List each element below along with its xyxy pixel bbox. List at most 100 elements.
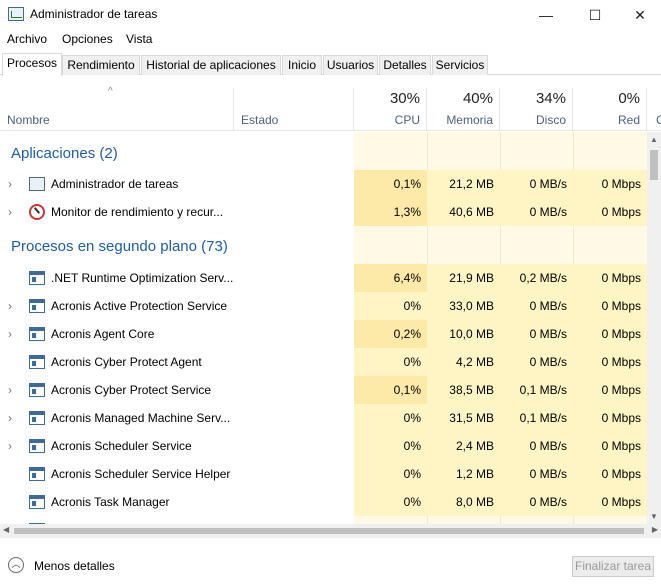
end-task-button[interactable]: Finalizar tarea (572, 556, 654, 577)
column-disco[interactable]: 34% Disco (500, 88, 573, 131)
cpu-cell: 0% (354, 404, 427, 432)
memory-total: 40% (462, 90, 493, 107)
table-row-partial[interactable] (0, 516, 647, 524)
maximize-button[interactable]: ☐ (588, 7, 602, 23)
tab-rendimiento[interactable]: Rendimiento (62, 55, 140, 75)
cpu-cell: 0,1% (354, 170, 427, 198)
column-next-partial[interactable]: C (647, 88, 661, 131)
tab-historial[interactable]: Historial de aplicaciones (141, 55, 281, 75)
group-header-apps[interactable]: Aplicaciones (2) (0, 140, 647, 168)
horizontal-scroll-thumb[interactable] (14, 528, 644, 534)
group-background-label: Procesos en segundo plano (73) (11, 238, 228, 255)
menu-bar: Archivo Opciones Vista (0, 30, 661, 50)
column-red[interactable]: 0% Red (573, 88, 647, 131)
cpu-cell: 0,1% (354, 376, 427, 404)
process-name: Monitor de rendimiento y recur... (51, 205, 224, 219)
process-name: Acronis Agent Core (51, 327, 155, 341)
scroll-down-icon[interactable]: ▼ (650, 512, 658, 521)
chevron-up-circle-icon[interactable]: ︿ (8, 557, 24, 573)
group-apps-label: Aplicaciones (2) (11, 145, 118, 162)
task-manager-icon (29, 177, 45, 191)
menu-vista[interactable]: Vista (126, 32, 153, 46)
network-cell: 0 Mbps (573, 348, 647, 376)
service-process-icon (29, 299, 45, 313)
expand-chevron-icon[interactable]: › (8, 439, 12, 453)
minimize-button[interactable]: — (539, 7, 553, 23)
cpu-cell: 1,3% (354, 198, 427, 226)
expand-chevron-icon[interactable]: › (8, 411, 12, 425)
tab-procesos[interactable]: Procesos (2, 53, 62, 76)
window-title: Administrador de tareas (30, 7, 158, 21)
column-memoria-label: Memoria (446, 113, 493, 127)
disk-cell: 0,1 MB/s (500, 404, 573, 432)
tab-servicios[interactable]: Servicios (432, 55, 488, 75)
network-cell: 0 Mbps (573, 170, 647, 198)
table-row[interactable]: .NET Runtime Optimization Serv... 6,4% 2… (0, 264, 647, 292)
process-name: Acronis Cyber Protect Service (51, 383, 212, 397)
cpu-cell: 0% (354, 348, 427, 376)
expand-chevron-icon[interactable]: › (8, 327, 12, 341)
network-total: 0% (618, 90, 640, 107)
column-disco-label: Disco (535, 113, 566, 127)
disk-cell: 0,2 MB/s (500, 264, 573, 292)
close-button[interactable]: ✕ (634, 7, 646, 23)
process-name: Acronis Task Manager (51, 495, 170, 509)
disk-cell: 0 MB/s (500, 460, 573, 488)
service-process-icon (29, 327, 45, 341)
table-row[interactable]: › Acronis Cyber Protect Service 0,1% 38,… (0, 376, 647, 404)
network-cell: 0 Mbps (573, 404, 647, 432)
memory-cell: 31,5 MB (427, 404, 500, 432)
scroll-up-icon[interactable]: ▲ (650, 135, 658, 144)
network-cell: 0 Mbps (573, 460, 647, 488)
column-cpu-label: CPU (394, 113, 420, 127)
column-estado[interactable]: Estado (234, 88, 354, 131)
tab-inicio[interactable]: Inicio (282, 55, 322, 75)
network-cell: 0 Mbps (573, 432, 647, 460)
memory-cell: 21,2 MB (427, 170, 500, 198)
disk-cell: 0 MB/s (500, 292, 573, 320)
column-nombre[interactable]: ^ Nombre (0, 86, 234, 131)
expand-chevron-icon[interactable]: › (8, 383, 12, 397)
cpu-cell: 0,2% (354, 320, 427, 348)
horizontal-scrollbar[interactable]: ◀ ▶ (0, 524, 661, 538)
vertical-scrollbar[interactable]: ▲ ▼ (647, 132, 661, 524)
expand-chevron-icon[interactable]: › (8, 177, 12, 191)
table-row[interactable]: Acronis Task Manager 0% 8,0 MB 0 MB/s 0 … (0, 488, 647, 516)
network-cell: 0 Mbps (573, 292, 647, 320)
scroll-left-icon[interactable]: ◀ (3, 525, 10, 534)
tab-detalles[interactable]: Detalles (379, 55, 431, 75)
column-cpu[interactable]: 30% CPU (354, 88, 427, 131)
service-process-icon (29, 383, 45, 397)
table-row[interactable]: › Administrador de tareas 0,1% 21,2 MB 0… (0, 170, 647, 198)
table-row[interactable]: › Acronis Active Protection Service 0% 3… (0, 292, 647, 320)
cpu-cell: 0% (354, 460, 427, 488)
column-memoria[interactable]: 40% Memoria (427, 88, 500, 131)
expand-chevron-icon[interactable]: › (8, 205, 12, 219)
memory-cell: 1,2 MB (427, 460, 500, 488)
resource-monitor-icon (29, 204, 45, 220)
service-process-icon (29, 523, 45, 524)
service-process-icon (29, 439, 45, 453)
memory-cell: 38,5 MB (427, 376, 500, 404)
table-row[interactable]: Acronis Scheduler Service Helper 0% 1,2 … (0, 460, 647, 488)
menu-opciones[interactable]: Opciones (62, 32, 113, 46)
column-nombre-label: Nombre (7, 113, 50, 127)
cpu-total: 30% (389, 90, 420, 107)
memory-cell: 8,0 MB (427, 488, 500, 516)
less-details-link[interactable]: Menos detalles (34, 559, 115, 573)
task-manager-icon (8, 7, 24, 21)
group-header-background[interactable]: Procesos en segundo plano (73) (0, 233, 647, 261)
table-row[interactable]: › Monitor de rendimiento y recur... 1,3%… (0, 198, 647, 226)
table-row[interactable]: › Acronis Agent Core 0,2% 10,0 MB 0 MB/s… (0, 320, 647, 348)
tab-usuarios[interactable]: Usuarios (323, 55, 378, 75)
table-row[interactable]: › Acronis Managed Machine Serv... 0% 31,… (0, 404, 647, 432)
service-process-icon (29, 271, 45, 285)
process-name: Acronis Scheduler Service Helper (51, 467, 231, 481)
expand-chevron-icon[interactable]: › (8, 299, 12, 313)
table-row[interactable]: › Acronis Scheduler Service 0% 2,4 MB 0 … (0, 432, 647, 460)
table-row[interactable]: Acronis Cyber Protect Agent 0% 4,2 MB 0 … (0, 348, 647, 376)
menu-archivo[interactable]: Archivo (7, 32, 48, 46)
scroll-right-icon[interactable]: ▶ (651, 525, 658, 534)
disk-cell: 0 MB/s (500, 488, 573, 516)
vertical-scroll-thumb[interactable] (650, 150, 658, 180)
